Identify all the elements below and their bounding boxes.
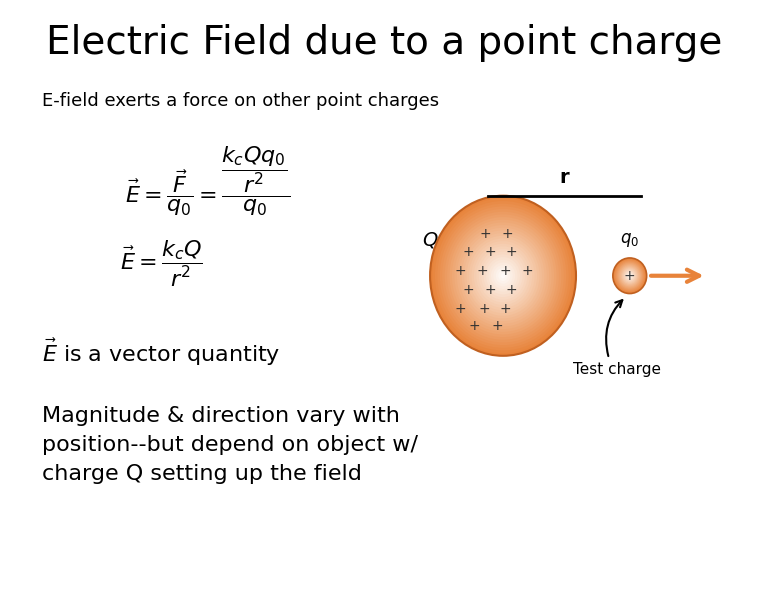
Ellipse shape (498, 270, 508, 281)
Ellipse shape (625, 271, 634, 280)
Ellipse shape (491, 263, 515, 289)
Text: r: r (560, 168, 569, 187)
Text: $q_0$: $q_0$ (621, 231, 639, 249)
Ellipse shape (447, 215, 559, 337)
Ellipse shape (620, 265, 640, 286)
Text: +: + (484, 245, 496, 259)
Ellipse shape (438, 204, 568, 347)
Ellipse shape (616, 262, 644, 290)
Text: Electric Field due to a point charge: Electric Field due to a point charge (46, 24, 722, 62)
Ellipse shape (622, 267, 637, 284)
Ellipse shape (440, 206, 566, 345)
Ellipse shape (455, 222, 551, 329)
Text: +: + (501, 227, 513, 241)
Text: Test charge: Test charge (573, 362, 660, 377)
Text: +: + (462, 283, 475, 297)
Text: +: + (478, 302, 490, 316)
Text: $Q$: $Q$ (422, 230, 439, 250)
Ellipse shape (618, 264, 641, 288)
Ellipse shape (435, 201, 571, 350)
Ellipse shape (472, 241, 535, 311)
Ellipse shape (484, 254, 522, 297)
Ellipse shape (613, 258, 647, 294)
Ellipse shape (459, 228, 547, 324)
Text: $\vec{E} = \dfrac{k_c Q}{r^2}$: $\vec{E} = \dfrac{k_c Q}{r^2}$ (120, 239, 203, 289)
Ellipse shape (486, 257, 520, 295)
Text: +: + (521, 264, 533, 278)
Ellipse shape (464, 233, 542, 318)
Text: +: + (468, 319, 480, 333)
Text: +: + (462, 245, 475, 259)
Text: +: + (505, 283, 518, 297)
Ellipse shape (481, 251, 525, 300)
Ellipse shape (617, 263, 642, 289)
Ellipse shape (629, 275, 631, 277)
Text: $\vec{E}$ is a vector quantity: $\vec{E}$ is a vector quantity (42, 337, 280, 368)
Text: +: + (479, 227, 492, 241)
Ellipse shape (442, 209, 564, 343)
Text: +: + (476, 264, 488, 278)
Ellipse shape (478, 249, 528, 302)
Ellipse shape (462, 230, 545, 321)
Text: +: + (484, 283, 496, 297)
Ellipse shape (624, 270, 635, 282)
Text: E-field exerts a force on other point charges: E-field exerts a force on other point ch… (42, 92, 439, 110)
Ellipse shape (476, 247, 530, 305)
Text: +: + (499, 302, 511, 316)
Ellipse shape (466, 235, 539, 316)
Text: +: + (499, 264, 511, 278)
Ellipse shape (621, 266, 639, 285)
Ellipse shape (615, 260, 644, 291)
Text: +: + (624, 269, 636, 283)
Text: Magnitude & direction vary with
position--but depend on object w/
charge Q setti: Magnitude & direction vary with position… (42, 406, 419, 484)
Ellipse shape (501, 273, 505, 279)
Ellipse shape (627, 272, 633, 279)
Ellipse shape (457, 225, 549, 326)
Ellipse shape (449, 217, 557, 334)
Ellipse shape (452, 220, 554, 332)
Text: $\vec{E} = \dfrac{\vec{F}}{q_0} = \dfrac{\dfrac{k_c Q q_0}{r^2}}{q_0}$: $\vec{E} = \dfrac{\vec{F}}{q_0} = \dfrac… (125, 144, 290, 218)
Text: +: + (492, 319, 504, 333)
Ellipse shape (469, 238, 537, 313)
Ellipse shape (445, 212, 561, 340)
Ellipse shape (623, 269, 637, 283)
Text: +: + (455, 264, 467, 278)
Ellipse shape (474, 244, 532, 308)
Ellipse shape (614, 259, 646, 292)
Ellipse shape (432, 198, 574, 353)
Ellipse shape (627, 273, 632, 278)
Text: +: + (505, 245, 518, 259)
Ellipse shape (430, 196, 576, 356)
Ellipse shape (496, 268, 510, 284)
Ellipse shape (493, 265, 513, 286)
Text: +: + (455, 302, 467, 316)
Ellipse shape (488, 260, 518, 292)
